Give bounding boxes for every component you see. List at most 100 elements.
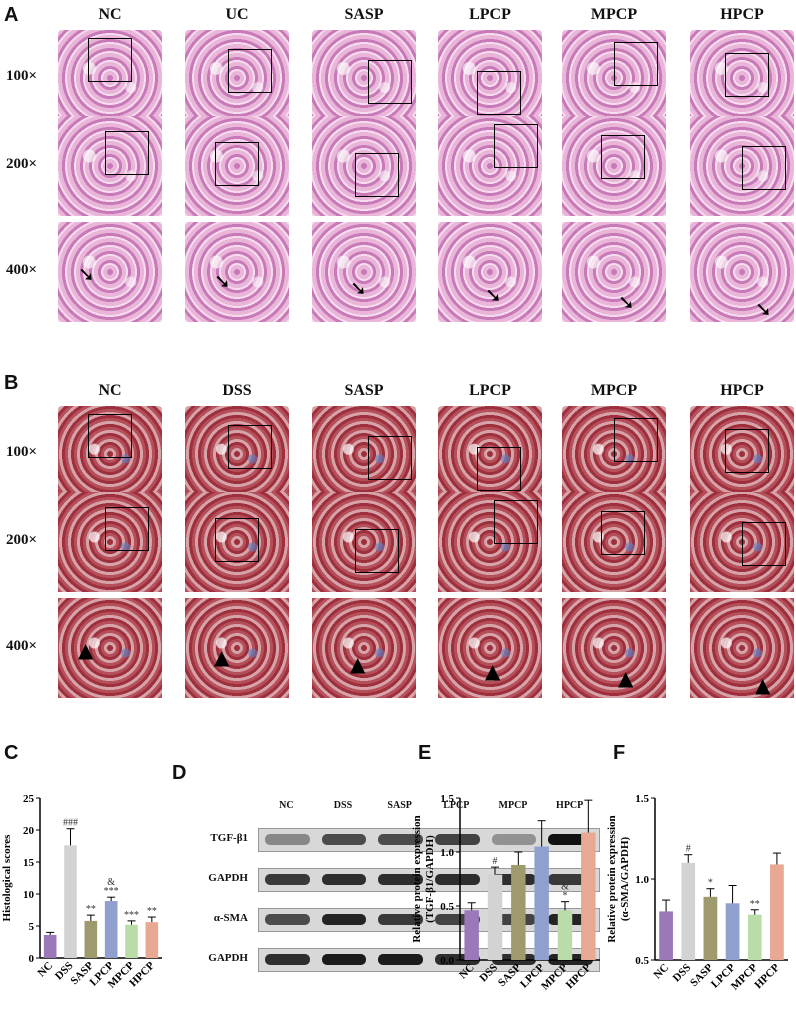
y-tick-label: 0.5 [635,955,649,967]
column-header-dss: DSS [222,382,252,399]
micrograph-sasp-400x [312,222,416,322]
arrowhead-marker-icon: ▲ [755,673,771,697]
micrograph-dss-200x [185,492,289,592]
blot-band [321,834,367,845]
y-tick-label: 1.0 [635,874,649,886]
panel-label-d: D [172,762,187,784]
bar-mpcp [125,924,138,958]
blot-band [321,914,367,925]
blot-band-label: TGF-β1 [210,832,248,844]
zoom-region-box [215,518,259,562]
panel-label-a: A [4,4,19,26]
zoom-region-box [355,153,399,197]
zoom-region-box [368,60,412,104]
arrowhead-marker-icon: ▲ [214,645,230,669]
column-header-mpcp: MPCP [590,6,638,23]
significance-mark: & [561,882,569,893]
micrograph-hpcp-100x [690,30,794,126]
micrograph-lpcp-400x [438,222,542,322]
arrow-marker-icon: ➘ [214,269,231,293]
micrograph-uc-200x [185,116,289,216]
y-axis-label: (α-SMA/GAPDH) [619,836,631,921]
zoom-region-box [105,507,149,551]
bar-mpcp [557,910,573,960]
x-tick-label: SASP [496,961,524,989]
significance-mark: * [708,878,713,889]
y-tick-label: 0.5 [440,901,454,913]
bar-hpcp [581,832,596,960]
zoom-region-box [368,436,412,480]
arrow-marker-icon: ➘ [350,276,367,300]
y-axis-label: Relative protein expression [411,815,423,942]
significance-mark: ** [86,904,96,915]
significance-mark: ### [63,818,78,829]
arrowhead-marker-icon: ▲ [78,638,94,662]
bar-sasp [511,864,526,960]
significance-mark: # [686,844,691,855]
column-header-nc: NC [98,6,122,23]
bar-nc [464,910,479,960]
blot-band [321,874,367,885]
row-label-400x: 400× [6,262,38,278]
blot-band [548,874,593,885]
blot-band [378,954,423,965]
blot-band [265,874,310,885]
micrograph-nc-400x [58,222,162,322]
zoom-region-box [601,135,645,179]
x-tick-label: NC [36,960,56,980]
micrograph-nc-100x [58,406,162,502]
y-tick-label: 1.0 [440,847,454,859]
bar-hpcp [145,922,159,958]
zoom-region-box [494,500,538,544]
blot-band [435,834,480,845]
arrowhead-marker-icon: ▲ [618,666,634,690]
blot-lane-label-lpcp: LPCP [443,800,470,811]
panel-label-c: C [4,742,19,764]
micrograph-nc-100x [58,30,162,126]
blot-band-label: GAPDH [208,872,248,884]
significance-mark: # [493,856,498,867]
significance-mark: *** [104,886,119,897]
bar-lpcp [104,901,118,958]
y-axis-label: Relative protein expression [606,815,618,942]
zoom-region-box [614,418,658,462]
blot-lane-label-nc: NC [279,800,294,811]
micrograph-dss-400x [185,598,289,698]
zoom-region-box [88,38,132,82]
blot-band [378,834,423,845]
column-header-nc: NC [98,382,122,399]
blot-band-label: α-SMA [213,912,248,924]
bar-sasp [84,920,98,958]
micrograph-sasp-100x [312,406,416,502]
zoom-region-box [105,131,149,175]
blot-band [548,834,593,845]
zoom-region-box [215,142,259,186]
bar-nc [43,934,57,958]
blot-band [435,874,480,885]
micrograph-lpcp-400x [438,598,542,698]
panel-label-e: E [418,742,432,764]
chart-f-alpha-sma-expression: 0.5 1.0 1.5 Relative protein expression (α-S… [606,793,788,993]
x-tick-label: NC [651,962,671,982]
column-header-sasp: SASP [344,6,384,23]
y-tick-label: 5 [29,921,35,933]
row-label-400x: 400× [6,638,38,654]
blot-band [491,834,537,845]
zoom-region-box [228,425,272,469]
blot-band [265,914,310,925]
blot-band [435,914,480,925]
bar-dss [487,874,503,960]
x-tick-label: HPCP [564,961,594,991]
column-header-mpcp: MPCP [590,382,638,399]
significance-mark: *** [124,910,139,921]
micrograph-sasp-400x [312,598,416,698]
micrograph-lpcp-100x [438,30,542,126]
y-tick-label: 0.0 [440,955,454,967]
column-header-hpcp: HPCP [720,6,764,23]
row-label-100x: 100× [6,444,38,460]
y-tick-label: 0 [29,953,35,965]
micrograph-lpcp-100x [438,406,542,502]
zoom-region-box [228,49,272,93]
significance-mark: & [107,877,115,888]
